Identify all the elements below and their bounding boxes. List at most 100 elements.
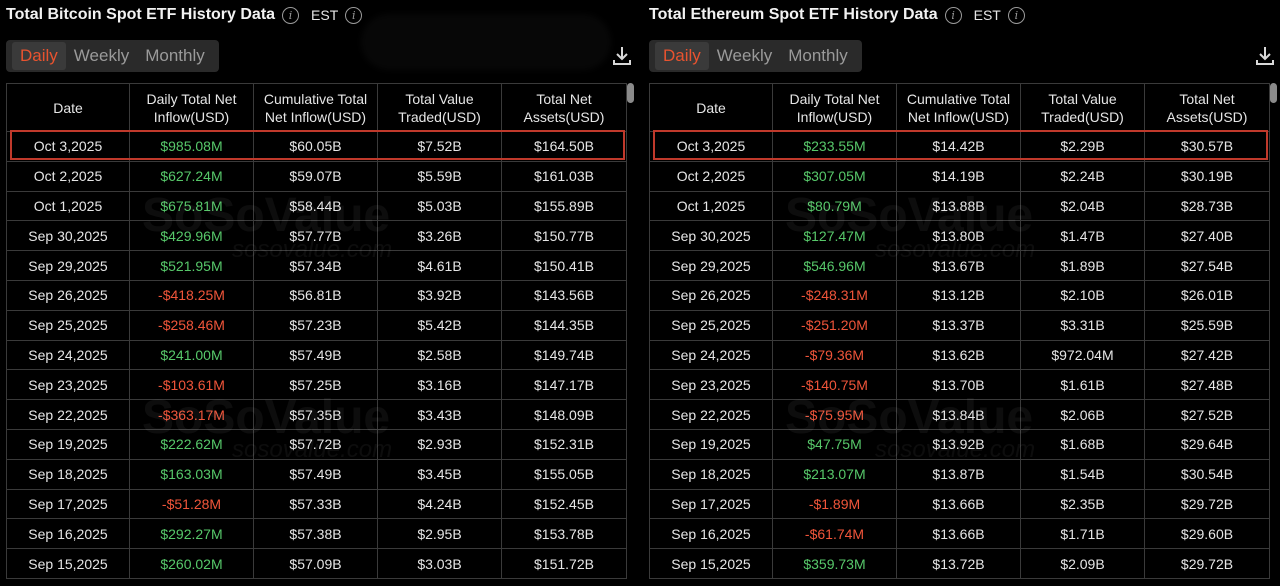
cell-cumulative-inflow: $59.07B: [253, 160, 378, 192]
btc-title-row: Total Bitcoin Spot ETF History Data i ES…: [6, 4, 363, 26]
cell-date: Sep 23,2025: [6, 369, 130, 401]
cell-date: Sep 24,2025: [649, 339, 773, 371]
tab-monthly[interactable]: Monthly: [145, 46, 205, 65]
cell-date: Sep 26,2025: [649, 279, 773, 311]
table-row[interactable]: Sep 16,2025 $292.27M $57.38B $2.95B $153.78B: [6, 518, 627, 550]
tab-daily[interactable]: Daily: [655, 42, 709, 70]
eth-etf-panel: Total Ethereum Spot ETF History Data i E…: [649, 0, 1277, 586]
table-row[interactable]: Sep 29,2025 $546.96M $13.67B $1.89B $27.54B: [649, 250, 1270, 281]
period-tabs: Daily Weekly Monthly: [649, 40, 862, 72]
info-icon[interactable]: i: [345, 6, 363, 24]
cell-cumulative-inflow: $57.77B: [253, 220, 378, 252]
tab-daily[interactable]: Daily: [12, 42, 66, 70]
table-row[interactable]: Sep 16,2025 -$61.74M $13.66B $1.71B $29.60B: [649, 518, 1270, 550]
cell-net-assets: $28.73B: [1144, 190, 1270, 222]
cell-daily-inflow: $521.95M: [129, 250, 254, 281]
period-tabs: Daily Weekly Monthly: [6, 40, 219, 72]
scrollbar-thumb[interactable]: [627, 83, 634, 103]
download-icon[interactable]: [1253, 44, 1277, 68]
cell-net-assets: $150.41B: [501, 250, 627, 281]
table-row[interactable]: Sep 15,2025 $260.02M $57.09B $3.03B $151.72B: [6, 548, 627, 579]
table-row[interactable]: Sep 29,2025 $521.95M $57.34B $4.61B $150.41B: [6, 250, 627, 281]
cell-cumulative-inflow: $57.34B: [253, 250, 378, 281]
cell-value-traded: $2.06B: [1020, 399, 1145, 430]
column-header-daily-inflow[interactable]: Daily Total Net Inflow(USD): [129, 83, 254, 132]
cell-value-traded: $2.58B: [377, 339, 502, 371]
column-header-cumulative-inflow[interactable]: Cumulative Total Net Inflow(USD): [896, 83, 1021, 132]
column-header-value-traded[interactable]: Total Value Traded(USD): [1020, 83, 1145, 132]
table-row[interactable]: Sep 19,2025 $222.62M $57.72B $2.93B $152.31B: [6, 428, 627, 460]
table-row[interactable]: Oct 3,2025 $985.08M $60.05B $7.52B $164.50B: [6, 131, 627, 162]
cell-date: Sep 19,2025: [649, 428, 773, 460]
cell-daily-inflow: $359.73M: [772, 548, 897, 579]
table-row[interactable]: Sep 17,2025 -$1.89M $13.66B $2.35B $29.72B: [649, 488, 1270, 520]
cell-net-assets: $30.19B: [1144, 160, 1270, 192]
cell-daily-inflow: $985.08M: [129, 131, 254, 162]
cell-date: Sep 16,2025: [6, 518, 130, 550]
cell-cumulative-inflow: $57.23B: [253, 309, 378, 341]
cell-value-traded: $5.42B: [377, 309, 502, 341]
column-header-daily-inflow[interactable]: Daily Total Net Inflow(USD): [772, 83, 897, 132]
cell-net-assets: $155.05B: [501, 458, 627, 490]
table-row[interactable]: Oct 3,2025 $233.55M $14.42B $2.29B $30.57B: [649, 131, 1270, 162]
table-row[interactable]: Sep 19,2025 $47.75M $13.92B $1.68B $29.64B: [649, 428, 1270, 460]
table-row[interactable]: Sep 17,2025 -$51.28M $57.33B $4.24B $152.45B: [6, 488, 627, 520]
column-header-net-assets[interactable]: Total Net Assets(USD): [1144, 83, 1270, 132]
cell-net-assets: $148.09B: [501, 399, 627, 430]
cell-value-traded: $2.35B: [1020, 488, 1145, 520]
cell-value-traded: $3.45B: [377, 458, 502, 490]
cell-date: Oct 3,2025: [6, 131, 130, 162]
table-row[interactable]: Sep 26,2025 -$248.31M $13.12B $2.10B $26.01B: [649, 279, 1270, 311]
column-header-date[interactable]: Date: [6, 83, 130, 132]
table-row[interactable]: Oct 1,2025 $80.79M $13.88B $2.04B $28.73B: [649, 190, 1270, 222]
cell-daily-inflow: -$103.61M: [129, 369, 254, 401]
table-row[interactable]: Sep 24,2025 -$79.36M $13.62B $972.04M $27.42…: [649, 339, 1270, 371]
tab-weekly[interactable]: Weekly: [73, 46, 130, 65]
table-row[interactable]: Oct 2,2025 $307.05M $14.19B $2.24B $30.19B: [649, 160, 1270, 192]
table-row[interactable]: Sep 23,2025 -$140.75M $13.70B $1.61B $27.48B: [649, 369, 1270, 401]
info-icon[interactable]: i: [1007, 6, 1025, 24]
cell-date: Sep 25,2025: [649, 309, 773, 341]
table-row[interactable]: Oct 1,2025 $675.81M $58.44B $5.03B $155.89B: [6, 190, 627, 222]
cell-value-traded: $7.52B: [377, 131, 502, 162]
table-row[interactable]: Sep 22,2025 -$363.17M $57.35B $3.43B $148.09…: [6, 399, 627, 430]
download-icon[interactable]: [610, 44, 634, 68]
info-icon[interactable]: i: [944, 6, 962, 24]
scrollbar-thumb[interactable]: [1270, 83, 1277, 103]
table-row[interactable]: Oct 2,2025 $627.24M $59.07B $5.59B $161.03B: [6, 160, 627, 192]
column-header-net-assets[interactable]: Total Net Assets(USD): [501, 83, 627, 132]
cell-cumulative-inflow: $13.88B: [896, 190, 1021, 222]
tab-monthly[interactable]: Monthly: [788, 46, 848, 65]
table-row[interactable]: Sep 23,2025 -$103.61M $57.25B $3.16B $147.17…: [6, 369, 627, 401]
cell-net-assets: $143.56B: [501, 279, 627, 311]
cell-daily-inflow: -$248.31M: [772, 279, 897, 311]
cell-daily-inflow: -$1.89M: [772, 488, 897, 520]
cell-date: Oct 1,2025: [649, 190, 773, 222]
column-header-cumulative-inflow[interactable]: Cumulative Total Net Inflow(USD): [253, 83, 378, 132]
cell-daily-inflow: -$75.95M: [772, 399, 897, 430]
cell-cumulative-inflow: $14.19B: [896, 160, 1021, 192]
cell-daily-inflow: $213.07M: [772, 458, 897, 490]
table-row[interactable]: Sep 22,2025 -$75.95M $13.84B $2.06B $27.52B: [649, 399, 1270, 430]
table-row[interactable]: Sep 30,2025 $429.96M $57.77B $3.26B $150.77B: [6, 220, 627, 252]
info-icon[interactable]: i: [282, 6, 300, 24]
cell-value-traded: $2.95B: [377, 518, 502, 550]
cell-date: Sep 16,2025: [649, 518, 773, 550]
redaction-smudge: [361, 14, 611, 70]
table-row[interactable]: Sep 25,2025 -$258.46M $57.23B $5.42B $144.35…: [6, 309, 627, 341]
table-row[interactable]: Sep 18,2025 $213.07M $13.87B $1.54B $30.54B: [649, 458, 1270, 490]
table-row[interactable]: Sep 24,2025 $241.00M $57.49B $2.58B $149.74B: [6, 339, 627, 371]
table-row[interactable]: Sep 18,2025 $163.03M $57.49B $3.45B $155.05B: [6, 458, 627, 490]
cell-date: Sep 18,2025: [6, 458, 130, 490]
table-row[interactable]: Sep 15,2025 $359.73M $13.72B $2.09B $29.72B: [649, 548, 1270, 579]
cell-cumulative-inflow: $13.70B: [896, 369, 1021, 401]
column-header-date[interactable]: Date: [649, 83, 773, 132]
table-row[interactable]: Sep 26,2025 -$418.25M $56.81B $3.92B $143.56…: [6, 279, 627, 311]
cell-value-traded: $1.54B: [1020, 458, 1145, 490]
cell-date: Sep 17,2025: [649, 488, 773, 520]
tab-weekly[interactable]: Weekly: [716, 46, 773, 65]
column-header-value-traded[interactable]: Total Value Traded(USD): [377, 83, 502, 132]
table-row[interactable]: Sep 25,2025 -$251.20M $13.37B $3.31B $25.59B: [649, 309, 1270, 341]
cell-date: Oct 2,2025: [6, 160, 130, 192]
table-row[interactable]: Sep 30,2025 $127.47M $13.80B $1.47B $27.40B: [649, 220, 1270, 252]
